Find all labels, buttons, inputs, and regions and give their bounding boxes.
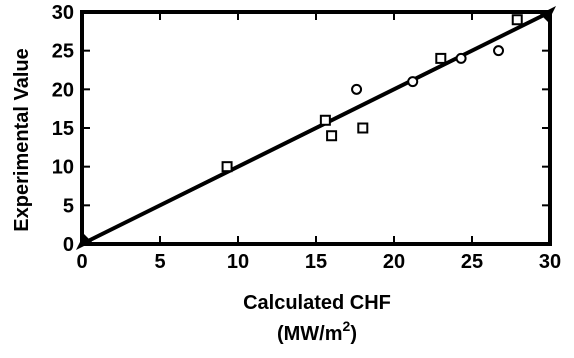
data-points (76, 6, 556, 250)
data-point-square (319, 114, 331, 126)
data-point-square (435, 52, 447, 64)
y-axis-label: Experimental Value (11, 48, 33, 231)
data-point-square (326, 130, 338, 142)
x-tick-label: 5 (154, 251, 165, 273)
x-axis-unit-superscript: 2 (343, 318, 351, 334)
data-point-circle (493, 45, 505, 57)
y-tick-label: 20 (52, 79, 74, 101)
reference-line-end-arrow (540, 6, 556, 22)
data-point-circle (351, 83, 363, 95)
x-axis-label: Calculated CHF (243, 292, 391, 314)
x-axis-unit-close: ) (350, 323, 357, 345)
y-tick-label: 5 (63, 195, 74, 217)
y-tick-label: 30 (52, 2, 74, 24)
y-tick-label: 25 (52, 41, 74, 63)
data-point-square (221, 161, 233, 173)
x-tick-label: 20 (383, 251, 405, 273)
x-tick-label: 15 (305, 251, 327, 273)
data-point-circle (455, 52, 467, 64)
x-tick-label: 30 (539, 251, 561, 273)
y-tick-label: 15 (52, 118, 74, 140)
data-point-square (357, 122, 369, 134)
x-axis-unit: (MW/m2) (277, 318, 357, 345)
tick-labels: 0 5 10 15 20 25 30 0 5 10 15 20 25 30 (52, 2, 561, 273)
y-tick-label: 10 (52, 157, 74, 179)
reference-line-start-arrow (76, 234, 92, 250)
data-point-square (511, 14, 523, 26)
x-tick-label: 10 (227, 251, 249, 273)
y-tick-label: 0 (63, 234, 74, 256)
x-tick-label: 25 (461, 251, 483, 273)
data-point-circle (407, 76, 419, 88)
x-axis-unit-base: (MW/m (277, 323, 343, 345)
axes (80, 10, 552, 246)
reference-line (81, 10, 551, 246)
x-tick-label: 0 (76, 251, 87, 273)
